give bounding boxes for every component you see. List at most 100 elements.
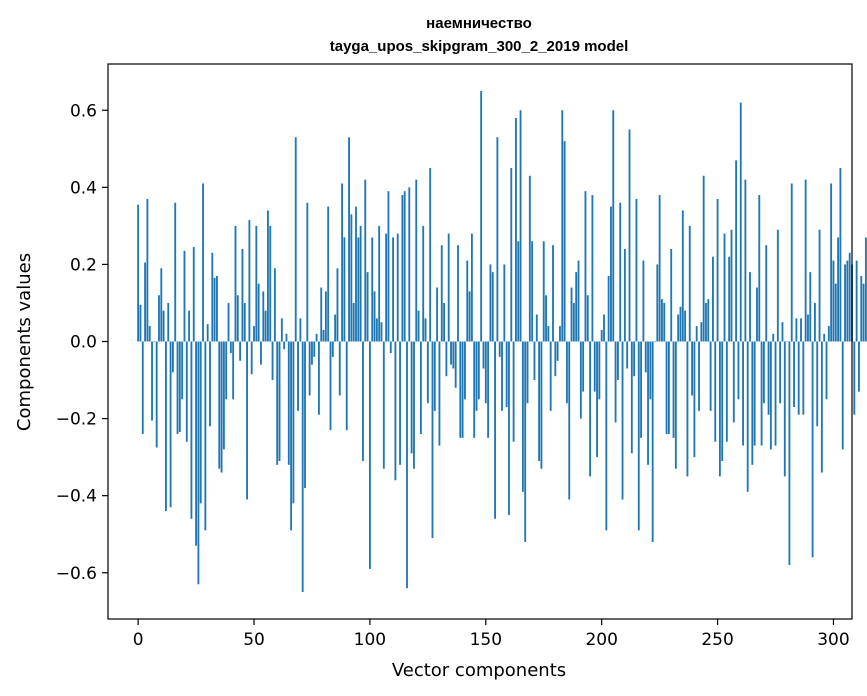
bar-component-250: [716, 198, 719, 342]
bar-component-195: [589, 341, 592, 477]
y-axis-ticks: −0.6 −0.4 −0.2 0.0 0.2 0.4 0.6: [56, 101, 108, 584]
bar-component-62: [280, 318, 283, 342]
bar-component-251: [718, 341, 721, 477]
bar-component-68: [294, 137, 297, 342]
bar-component-166: [521, 341, 524, 492]
bar-component-52: [257, 283, 260, 342]
bar-component-70: [299, 318, 302, 342]
bar-component-184: [563, 141, 566, 342]
bar-component-8: [155, 341, 158, 448]
bar-component-136: [452, 341, 455, 369]
bar-component-196: [591, 195, 594, 342]
bar-component-79: [320, 287, 323, 342]
bar-component-36: [220, 341, 223, 473]
bar-component-254: [725, 341, 728, 442]
bar-component-233: [677, 314, 680, 342]
x-tick-label: 300: [817, 630, 849, 650]
bar-component-209: [621, 341, 624, 500]
bar-component-266: [753, 341, 756, 446]
bar-component-15: [171, 341, 174, 373]
bar-component-289: [807, 314, 809, 342]
bar-component-290: [809, 272, 812, 342]
x-tick-label: 100: [354, 630, 386, 650]
bar-component-234: [679, 306, 682, 342]
bar-component-263: [746, 341, 749, 492]
bar-component-277: [779, 341, 782, 404]
bar-component-128: [433, 341, 436, 411]
bar-component-164: [517, 241, 520, 342]
bar-component-11: [162, 310, 165, 342]
bar-component-140: [461, 341, 464, 438]
bar-component-284: [795, 318, 798, 342]
bar-component-134: [447, 233, 450, 342]
bar-component-261: [742, 341, 744, 446]
bar-component-53: [260, 341, 262, 365]
bar-component-299: [830, 183, 833, 342]
bar-component-191: [579, 341, 582, 419]
bar-component-86: [336, 268, 339, 342]
bar-component-94: [355, 206, 357, 342]
bar-component-171: [533, 341, 536, 381]
bar-component-150: [484, 341, 487, 404]
bar-component-20: [183, 250, 186, 342]
bar-component-210: [623, 249, 626, 342]
bar-component-305: [844, 264, 846, 342]
bar-component-57: [269, 225, 272, 342]
bar-component-243: [700, 322, 703, 342]
bar-component-55: [264, 310, 267, 342]
bar-component-252: [721, 341, 724, 461]
bar-component-129: [436, 287, 439, 342]
bar-component-88: [341, 183, 344, 342]
y-tick-label: −0.6: [56, 564, 97, 584]
bar-component-194: [586, 295, 589, 342]
bar-component-273: [769, 341, 772, 450]
y-axis-label: Components values: [14, 253, 35, 431]
bar-component-113: [399, 341, 401, 465]
bar-component-131: [440, 245, 443, 342]
bar-component-18: [178, 341, 181, 433]
bar-component-91: [348, 137, 350, 342]
bar-component-84: [331, 341, 334, 357]
bar-component-183: [561, 110, 564, 342]
bar-component-93: [352, 302, 355, 342]
bar-component-297: [825, 341, 828, 400]
bar-component-262: [744, 179, 747, 342]
bar-component-174: [540, 341, 543, 469]
bar-component-172: [535, 314, 538, 342]
bar-component-78: [317, 341, 320, 415]
bar-component-58: [271, 341, 274, 381]
bar-series: [137, 90, 867, 593]
bar-component-50: [253, 326, 255, 342]
bar-component-0: [137, 204, 140, 342]
bar-component-104: [378, 225, 381, 342]
bar-component-41: [232, 341, 235, 400]
bar-component-145: [473, 341, 476, 438]
bar-component-141: [464, 341, 466, 400]
y-tick-label: 0.4: [70, 178, 97, 198]
bar-component-229: [667, 341, 670, 434]
bar-component-34: [216, 275, 218, 342]
x-axis-label: Vector components: [392, 660, 566, 681]
bar-component-97: [362, 341, 364, 461]
bar-component-238: [688, 225, 691, 342]
plot-frame: [107, 63, 853, 620]
bar-component-142: [466, 260, 469, 342]
bar-component-206: [614, 341, 617, 423]
bar-component-274: [772, 333, 775, 342]
bar-component-5: [148, 326, 151, 342]
bar-component-212: [628, 129, 631, 342]
bar-component-39: [227, 302, 230, 342]
bar-component-287: [802, 341, 805, 415]
bar-component-219: [644, 341, 647, 373]
bar-component-275: [774, 341, 777, 446]
bar-component-87: [338, 341, 341, 396]
x-tick-label: 250: [701, 630, 733, 650]
bar-component-248: [712, 256, 714, 342]
bar-component-159: [505, 341, 508, 408]
bar-component-256: [730, 229, 733, 342]
bar-component-298: [827, 326, 830, 342]
bar-component-151: [487, 341, 490, 438]
bar-component-54: [262, 291, 265, 342]
bar-component-188: [572, 302, 575, 342]
bar-component-135: [450, 341, 452, 365]
